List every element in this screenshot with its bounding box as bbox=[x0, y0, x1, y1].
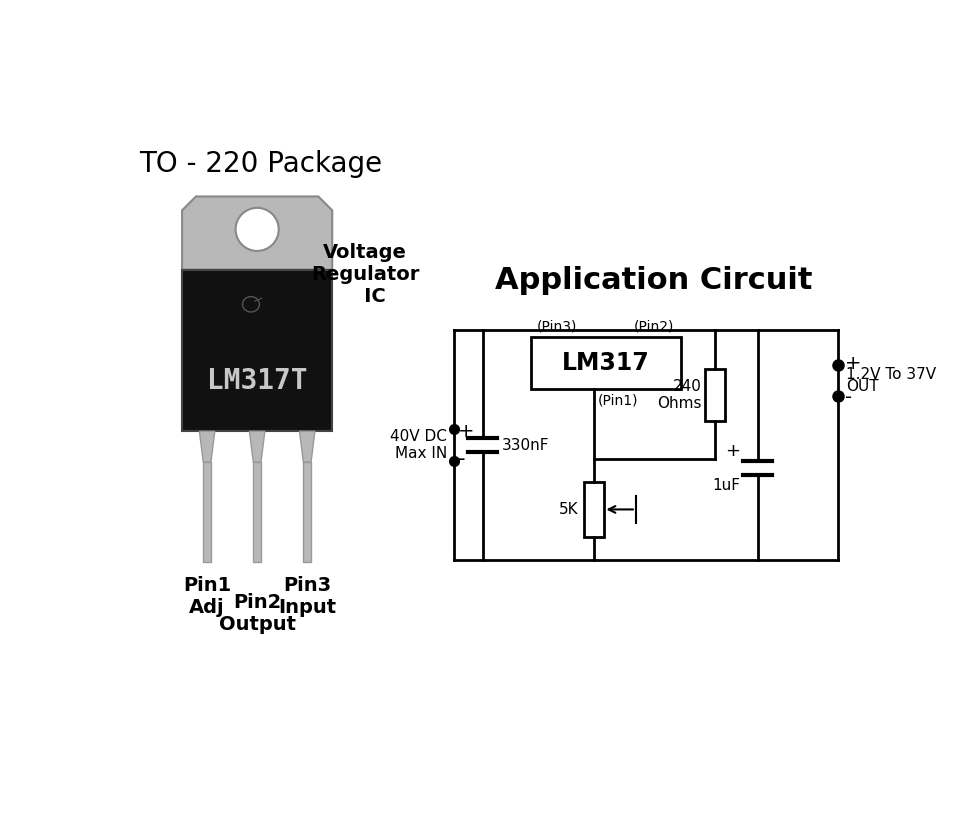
Text: Voltage
Regulator
   IC: Voltage Regulator IC bbox=[311, 242, 420, 306]
Text: 330nF: 330nF bbox=[502, 437, 549, 453]
Text: 40V DC
Max IN: 40V DC Max IN bbox=[391, 429, 447, 461]
Text: Pin1
Adj: Pin1 Adj bbox=[183, 576, 231, 617]
Text: (Pin3): (Pin3) bbox=[537, 320, 577, 334]
Text: LM317T: LM317T bbox=[207, 367, 307, 395]
Bar bbox=[182, 269, 332, 432]
Text: 1.2V To 37V: 1.2V To 37V bbox=[846, 366, 936, 382]
Bar bbox=[204, 462, 211, 562]
Bar bbox=[531, 337, 681, 389]
Text: TO - 220 Package: TO - 220 Package bbox=[139, 150, 382, 178]
Ellipse shape bbox=[235, 208, 278, 251]
Text: +: + bbox=[845, 354, 861, 373]
Text: +: + bbox=[458, 422, 474, 441]
Bar bbox=[706, 369, 726, 421]
Polygon shape bbox=[300, 432, 315, 462]
Text: -: - bbox=[458, 449, 466, 469]
Polygon shape bbox=[200, 432, 215, 462]
Text: +: + bbox=[725, 441, 740, 459]
Polygon shape bbox=[250, 432, 265, 462]
Text: 5K: 5K bbox=[560, 502, 579, 517]
Text: (Pin2): (Pin2) bbox=[635, 320, 675, 334]
Bar bbox=[303, 462, 311, 562]
Text: 240
Ohms: 240 Ohms bbox=[657, 379, 702, 411]
Text: LM317: LM317 bbox=[562, 351, 650, 375]
Text: Application Circuit: Application Circuit bbox=[495, 266, 812, 295]
Text: -: - bbox=[845, 388, 852, 407]
Text: (Pin1): (Pin1) bbox=[597, 393, 637, 408]
Polygon shape bbox=[182, 197, 332, 269]
Text: Pin2
Output: Pin2 Output bbox=[219, 593, 296, 634]
Bar bbox=[584, 481, 604, 537]
Text: 1uF: 1uF bbox=[712, 478, 740, 493]
Text: Pin3
Input: Pin3 Input bbox=[278, 576, 336, 617]
Text: OUT: OUT bbox=[846, 379, 878, 394]
Bar bbox=[253, 462, 261, 562]
